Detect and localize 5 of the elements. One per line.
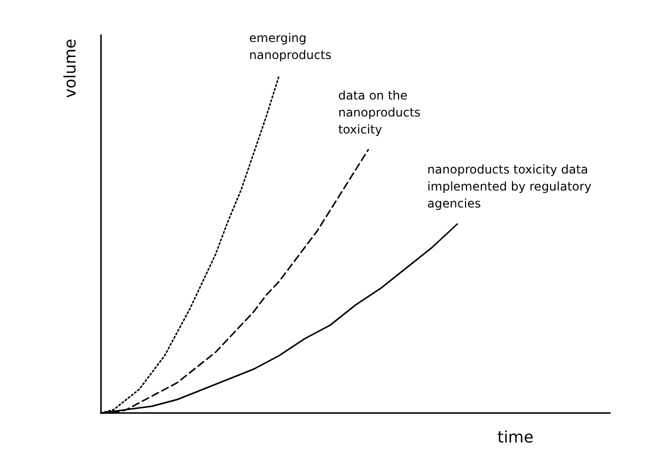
text: data on the nanoproducts toxicity xyxy=(338,88,424,136)
y-axis-title: volume xyxy=(60,38,80,98)
text: nanoproducts toxicity data implemented by regulatory agencies xyxy=(427,162,596,210)
text: emerging nanoproducts xyxy=(249,31,332,62)
x-axis-title: time xyxy=(497,428,534,446)
